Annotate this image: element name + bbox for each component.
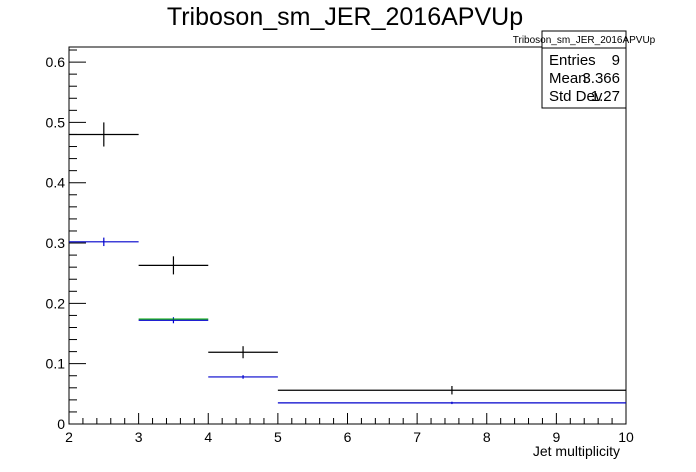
x-tick-label: 5 <box>274 429 282 445</box>
x-axis-label: Jet multiplicity <box>533 443 620 459</box>
x-tick-label: 8 <box>483 429 491 445</box>
y-tick-label: 0.6 <box>46 54 66 70</box>
series-0 <box>69 122 626 395</box>
x-tick-label: 6 <box>344 429 352 445</box>
x-tick-label: 3 <box>135 429 143 445</box>
x-tick-label: 9 <box>552 429 560 445</box>
y-axis: 0 0.1 0.2 0.3 0.4 0.5 0.6 <box>46 49 86 432</box>
stats-title: Triboson_sm_JER_2016APVUp <box>513 35 656 46</box>
x-axis: 2 3 4 5 6 7 8 9 10 <box>65 413 634 445</box>
stats-stddev-label: Std Dev <box>549 88 603 105</box>
x-tick-label: 7 <box>413 429 421 445</box>
chart-title: Triboson_sm_JER_2016APVUp <box>167 3 523 31</box>
y-tick-label: 0 <box>57 416 65 432</box>
y-tick-label: 0.4 <box>46 175 66 191</box>
series-1 <box>69 237 626 405</box>
x-tick-label: 2 <box>65 429 73 445</box>
x-tick-label: 10 <box>618 429 634 445</box>
y-tick-label: 0.5 <box>46 114 66 130</box>
y-tick-label: 0.2 <box>46 295 66 311</box>
y-tick-label: 0.1 <box>46 356 66 372</box>
y-tick-label: 0.3 <box>46 235 66 251</box>
stats-mean-value: 3.366 <box>582 70 620 87</box>
stats-entries-label: Entries <box>549 52 596 69</box>
stats-mean-label: Mean <box>549 70 587 87</box>
stats-stddev-value: 1.27 <box>591 88 620 105</box>
x-tick-label: 4 <box>204 429 212 445</box>
data-series <box>69 122 626 405</box>
stats-entries-value: 9 <box>612 52 620 69</box>
stats-box: Triboson_sm_JER_2016APVUp Entries 9 Mean… <box>513 30 656 109</box>
